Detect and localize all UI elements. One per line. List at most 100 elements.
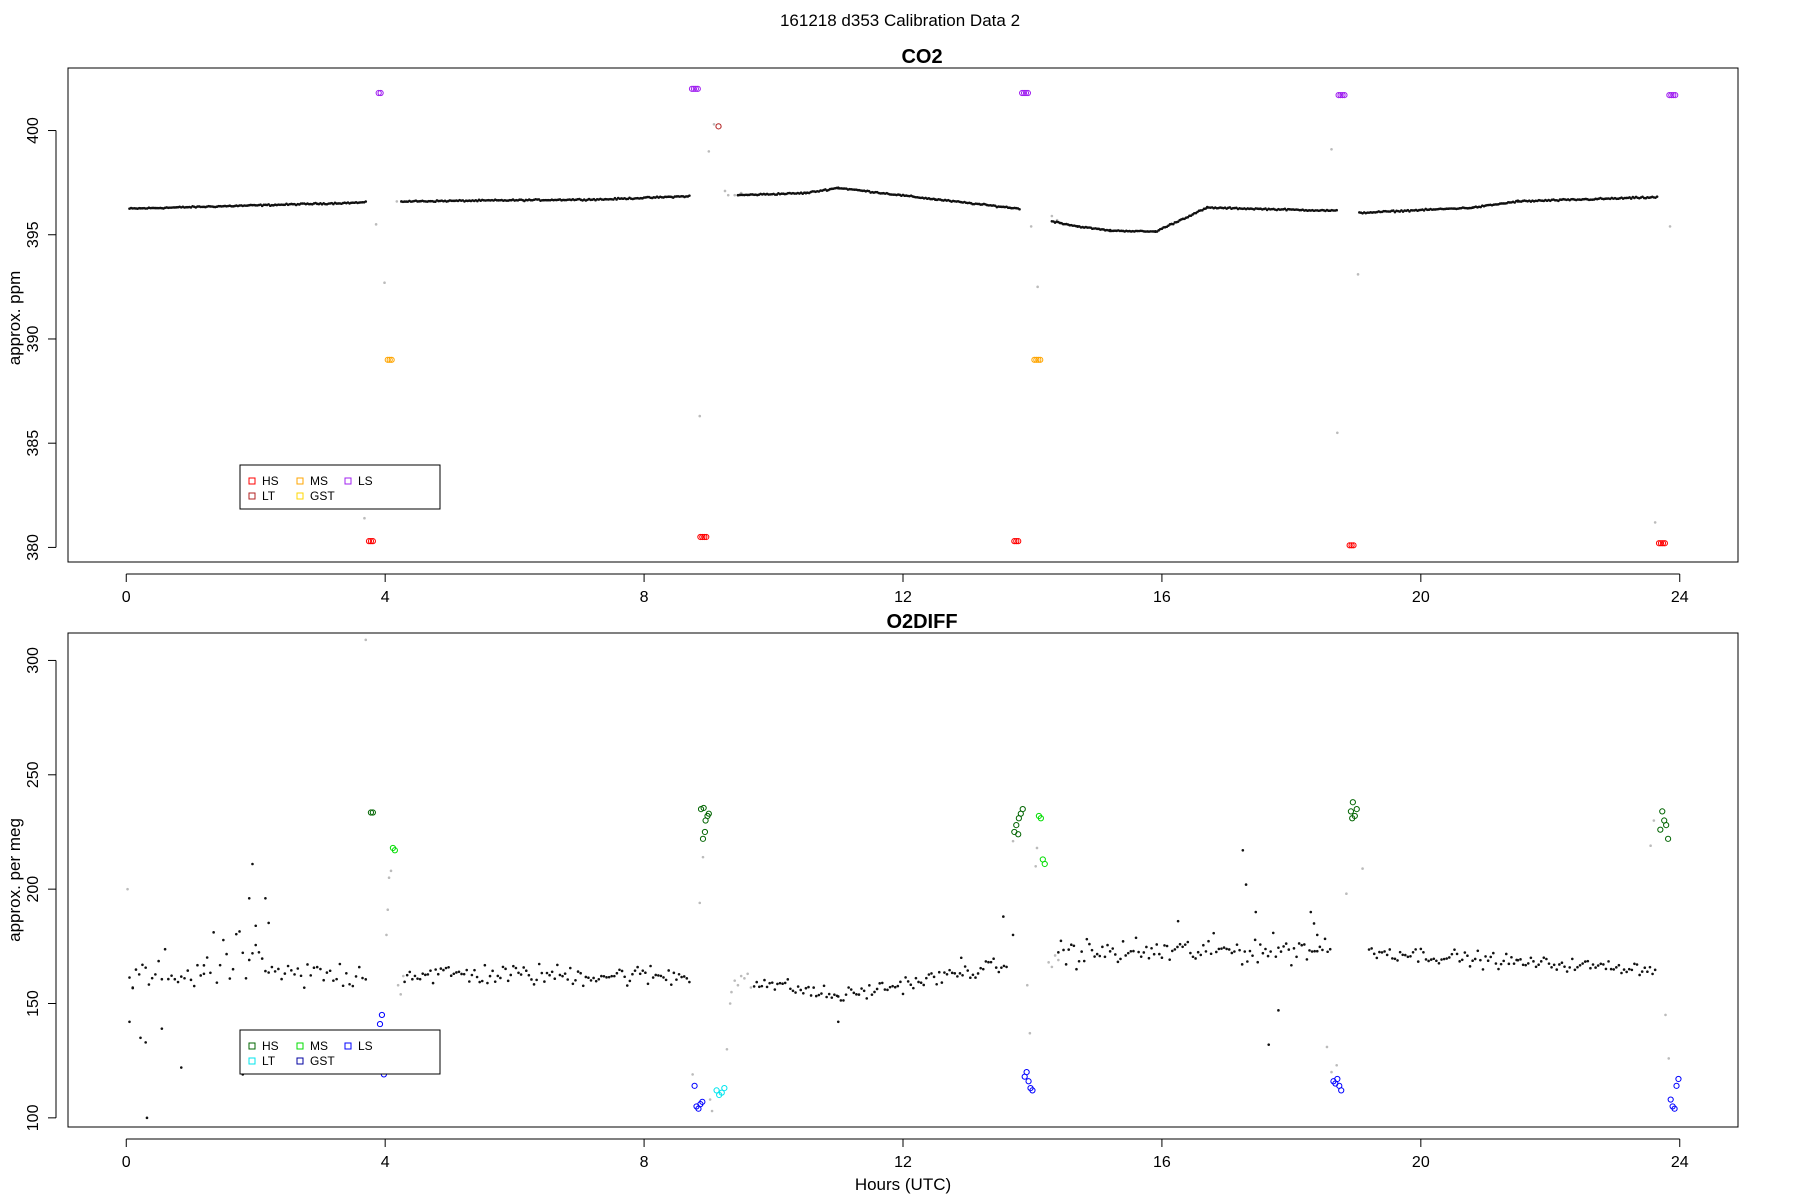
o2diff-point-sample <box>917 980 920 984</box>
o2diff-point-flagged <box>389 869 393 873</box>
co2-legend-label: MS <box>310 474 328 488</box>
o2diff-point-sample <box>1150 946 1153 950</box>
o2diff-point-sample <box>984 960 988 963</box>
o2diff-point-sample <box>442 968 445 972</box>
o2diff-point-sample <box>1476 949 1480 953</box>
co2-point-flagged <box>1036 285 1039 289</box>
co2-point-flagged <box>363 516 366 520</box>
o2diff-point-sample <box>270 965 274 969</box>
o2diff-point-ls <box>1334 1075 1341 1083</box>
o2diff-point-hs <box>1353 806 1360 813</box>
co2-legend-label: GST <box>310 489 335 503</box>
o2diff-point-sample <box>860 987 863 990</box>
o2diff-point-sample <box>1555 968 1559 971</box>
o2diff-point-sample <box>628 979 632 983</box>
o2diff-point-hs <box>367 809 375 816</box>
o2diff-point-flagged <box>386 908 390 912</box>
co2-point-sample <box>1655 195 1659 198</box>
o2diff-x-tick-label: 12 <box>894 1154 912 1171</box>
o2diff-point-flagged <box>1345 892 1348 896</box>
o2diff-point-sample <box>922 983 926 987</box>
co2-point-hs <box>367 538 375 545</box>
o2diff-point-sample <box>1243 950 1247 953</box>
o2diff-point-sample <box>1328 947 1332 951</box>
o2diff-point-sample <box>144 1041 147 1044</box>
o2diff-point-sample <box>600 974 603 978</box>
o2diff-point-sample <box>228 977 232 980</box>
o2diff-point-sample <box>589 979 593 982</box>
o2diff-point-sample <box>1168 958 1171 961</box>
o2diff-point-sample <box>844 993 848 996</box>
o2diff-point-sample <box>1155 943 1159 946</box>
o2diff-point-sample <box>675 978 678 981</box>
o2diff-point-sample <box>234 932 238 936</box>
o2diff-point-hs <box>701 828 709 836</box>
o2diff-point-sample <box>1176 919 1180 923</box>
co2-point-flagged <box>707 150 711 153</box>
o2diff-point-sample <box>1367 948 1371 951</box>
o2diff-point-sample <box>238 930 241 933</box>
o2diff-point-sample <box>631 972 634 976</box>
o2diff-point-sample <box>956 975 959 978</box>
o2diff-point-sample <box>935 982 938 986</box>
o2diff-point-sample <box>1568 966 1572 969</box>
o2diff-point-flagged <box>736 983 740 987</box>
o2diff-point-sample <box>1178 942 1182 946</box>
co2-plot-frame <box>67 67 1739 563</box>
o2diff-point-sample <box>1403 953 1407 957</box>
o2diff-point-sample <box>1057 951 1060 954</box>
co2-chart-title: CO2 <box>901 46 942 68</box>
o2diff-point-flagged <box>1047 961 1050 964</box>
o2diff-point-sample <box>566 978 570 981</box>
o2diff-point-sample <box>961 974 964 977</box>
o2diff-point-ls <box>699 1098 706 1105</box>
o2diff-point-sample <box>1116 960 1120 964</box>
o2diff-point-sample <box>1401 953 1405 957</box>
o2diff-point-sample <box>987 960 990 964</box>
co2-legend-symbol <box>248 492 256 500</box>
o2diff-point-sample <box>1581 962 1584 965</box>
o2diff-point-sample <box>1440 958 1443 961</box>
o2diff-point-sample <box>429 969 432 972</box>
o2diff-point-sample <box>475 975 479 979</box>
co2-point-flagged <box>1029 225 1033 228</box>
o2diff-point-sample <box>682 975 686 978</box>
o2diff-legend: HS MS LS LT GST <box>239 1029 441 1075</box>
o2diff-point-sample <box>568 966 572 970</box>
o2diff-point-hs <box>1015 831 1022 838</box>
o2diff-point-sample <box>1160 956 1164 960</box>
o2diff-point-sample <box>1526 962 1530 965</box>
o2diff-point-sample <box>868 984 871 987</box>
o2diff-point-sample <box>1269 950 1272 953</box>
o2diff-point-sample <box>1321 948 1324 952</box>
o2diff-point-sample <box>189 978 193 982</box>
o2diff-point-sample <box>1080 950 1083 953</box>
o2diff-point-sample <box>1633 962 1636 966</box>
o2diff-point-hs <box>1657 826 1664 833</box>
o2diff-point-sample <box>789 987 792 991</box>
o2diff-point-sample <box>251 862 254 866</box>
o2diff-point-sample <box>264 969 267 973</box>
o2diff-point-flagged <box>399 993 403 996</box>
o2diff-point-sample <box>581 984 585 988</box>
o2diff-point-sample <box>160 1027 164 1030</box>
co2-x-tick-label: 0 <box>122 589 131 606</box>
o2diff-point-sample <box>215 981 219 984</box>
o2diff-point-sample <box>1427 959 1430 963</box>
o2diff-point-sample <box>963 965 967 968</box>
o2diff-point-flagged <box>749 986 753 989</box>
o2diff-point-sample <box>1209 952 1213 956</box>
o2diff-point-sample <box>1246 960 1249 963</box>
o2diff-point-flagged <box>1025 983 1029 987</box>
o2diff-point-sample <box>328 969 332 973</box>
co2-point-ms <box>388 356 395 363</box>
o2diff-point-sample <box>1406 955 1410 959</box>
co2-point-flagged <box>726 193 730 197</box>
o2diff-point-sample <box>1189 951 1192 955</box>
co2-point-hs <box>1013 538 1020 545</box>
o2diff-point-sample <box>1539 960 1543 963</box>
o2diff-point-sample <box>804 986 808 990</box>
o2diff-point-flagged <box>387 876 391 880</box>
co2-point-sample <box>1018 207 1021 211</box>
co2-point-sample <box>1629 197 1633 200</box>
